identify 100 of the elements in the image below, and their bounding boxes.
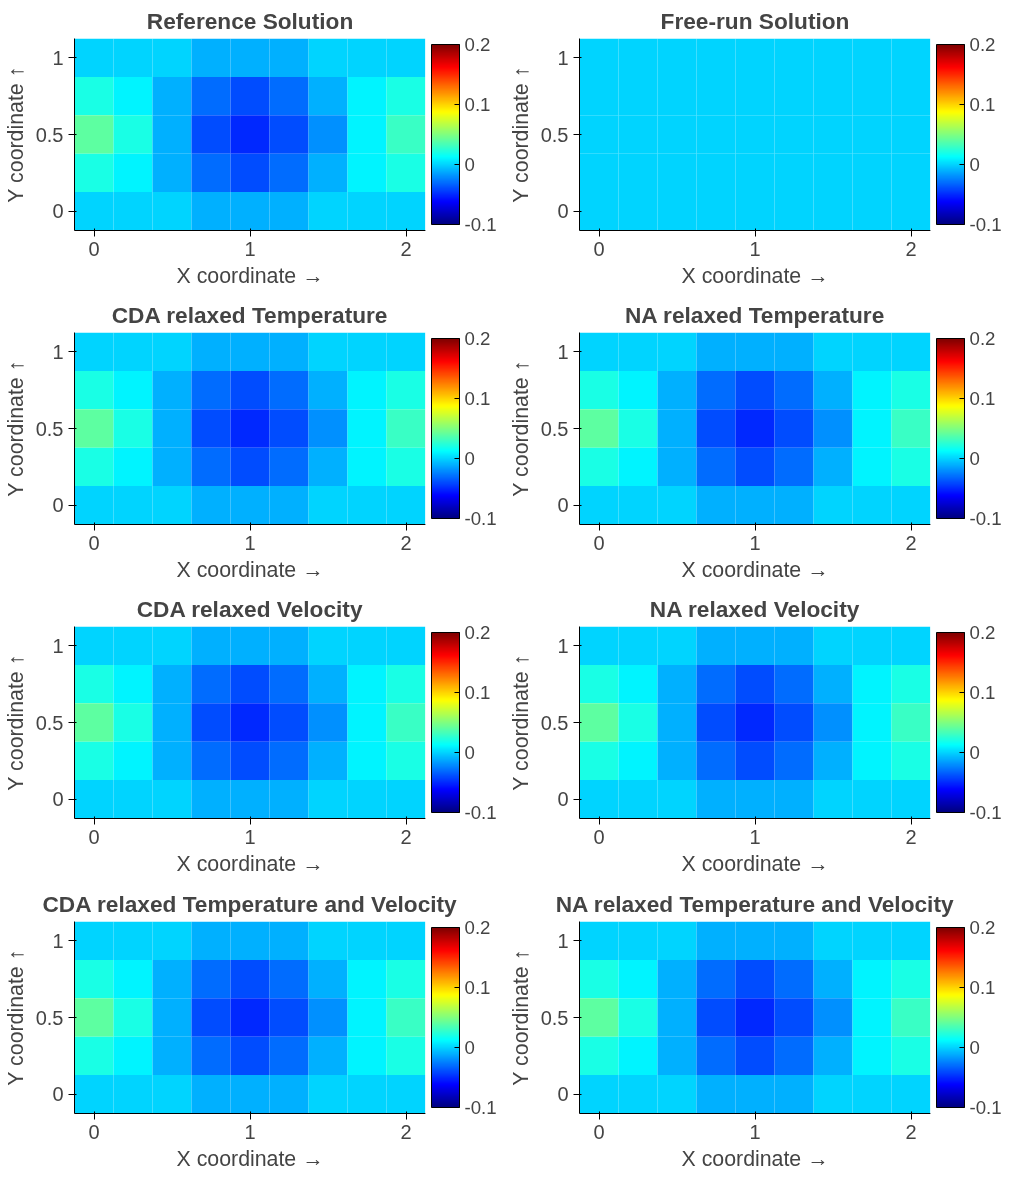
x-axis-title: X coordinate → [176, 1146, 324, 1171]
color-bar-label: 0.2 [464, 328, 491, 350]
y-tick-label: 1 [52, 46, 64, 69]
chart-title: NA relaxed Temperature [624, 301, 885, 328]
y-tick-label: 0 [52, 788, 64, 811]
y-axis-title: Y coordinate ↑ [3, 360, 28, 497]
y-tick-label: 1 [52, 635, 64, 658]
color-bar-label: 0 [969, 1036, 980, 1058]
x-tick-label: 2 [905, 237, 917, 260]
chart-title: Reference Solution [146, 7, 354, 34]
color-bar-label: -0.1 [969, 508, 1002, 530]
x-tick-label: 2 [400, 237, 412, 260]
color-bar-label: 0 [969, 448, 980, 470]
x-axis-title: X coordinate → [681, 851, 829, 876]
y-tick-label: 1 [557, 340, 569, 363]
chart-title: Free-run Solution [660, 7, 850, 34]
x-tick-label: 1 [749, 1120, 761, 1143]
chart-title: CDA relaxed Velocity [136, 595, 363, 622]
y-axis-title: Y coordinate ↑ [508, 360, 533, 497]
color-bar-label: -0.1 [464, 508, 497, 530]
color-bar-label: 0.1 [969, 94, 996, 115]
y-tick-label: 1 [557, 635, 569, 658]
y-tick-label: 0.5 [35, 1006, 64, 1029]
y-axis-title: Y coordinate ↑ [3, 66, 28, 203]
x-tick-label: 0 [593, 825, 605, 848]
x-tick-label: 2 [905, 531, 917, 554]
color-bar-label: -0.1 [969, 1096, 1002, 1118]
y-axis-title: Y coordinate ↑ [508, 66, 533, 203]
x-tick-label: 2 [400, 825, 412, 848]
x-tick-label: 0 [88, 237, 100, 260]
y-axis-title: Y coordinate ↑ [508, 655, 533, 792]
x-tick-label: 1 [749, 531, 761, 554]
chart-title: CDA relaxed Temperature [111, 301, 388, 328]
color-bar-label: -0.1 [969, 214, 1002, 235]
x-axis-title: X coordinate → [176, 557, 324, 582]
y-axis-title: Y coordinate ↑ [3, 949, 28, 1086]
y-tick-label: 0 [52, 1082, 64, 1105]
color-bar-label: 0.2 [464, 34, 491, 55]
color-bar-label: 0.2 [969, 916, 996, 938]
y-tick-label: 0 [52, 200, 64, 223]
y-tick-label: 0.5 [540, 417, 569, 440]
chart-title: NA relaxed Velocity [649, 595, 860, 622]
color-bar-label: 0 [464, 448, 475, 470]
y-tick-label: 0.5 [35, 711, 64, 734]
y-tick-label: 0.5 [540, 1006, 569, 1029]
color-bar-label: 0.1 [969, 976, 996, 998]
x-tick-label: 1 [749, 237, 761, 260]
x-axis-title: X coordinate → [176, 263, 324, 288]
x-tick-label: 2 [905, 1120, 917, 1143]
x-tick-label: 2 [400, 1120, 412, 1143]
color-bar-label: -0.1 [464, 1096, 497, 1118]
color-bar-label: 0.2 [969, 34, 996, 55]
x-tick-label: 1 [244, 1120, 256, 1143]
y-tick-label: 1 [557, 929, 569, 952]
x-tick-label: 0 [593, 1120, 605, 1143]
x-axis-title: X coordinate → [681, 263, 829, 288]
x-tick-label: 0 [88, 531, 100, 554]
y-tick-label: 0.5 [540, 123, 569, 146]
y-axis-title: Y coordinate ↑ [3, 655, 28, 792]
color-bar-label: 0 [969, 742, 980, 764]
x-axis-title: X coordinate → [681, 1146, 829, 1171]
chart-title: NA relaxed Temperature and Velocity [555, 890, 954, 917]
y-tick-label: 0.5 [35, 417, 64, 440]
chart-title: CDA relaxed Temperature and Velocity [42, 890, 458, 917]
x-tick-label: 1 [244, 237, 256, 260]
color-bar-label: -0.1 [464, 802, 497, 824]
y-tick-label: 0.5 [35, 123, 64, 146]
x-tick-label: 2 [400, 531, 412, 554]
color-bar-label: 0 [464, 154, 475, 175]
x-axis-title: X coordinate → [176, 851, 324, 876]
color-bar-label: 0.1 [969, 682, 996, 704]
x-tick-label: 0 [593, 237, 605, 260]
color-bar-label: 0.2 [464, 916, 491, 938]
color-bar-label: 0.1 [464, 682, 491, 704]
y-tick-label: 0 [557, 788, 569, 811]
x-tick-label: 0 [88, 1120, 100, 1143]
color-bar-label: -0.1 [464, 214, 497, 235]
color-bar-label: 0.1 [464, 976, 491, 998]
y-tick-label: 1 [557, 46, 569, 69]
x-tick-label: 0 [593, 531, 605, 554]
color-bar-label: 0.1 [464, 388, 491, 410]
y-tick-label: 0 [557, 1082, 569, 1105]
y-tick-label: 0 [557, 200, 569, 223]
y-tick-label: 0 [52, 494, 64, 517]
x-tick-label: 2 [905, 825, 917, 848]
color-bar-label: 0.1 [969, 388, 996, 410]
color-bar-label: 0 [969, 154, 980, 175]
y-tick-label: 0 [557, 494, 569, 517]
x-tick-label: 1 [749, 825, 761, 848]
color-bar-label: 0.2 [969, 328, 996, 350]
color-bar-label: 0 [464, 1036, 475, 1058]
color-bar-label: 0.1 [464, 94, 491, 115]
x-tick-label: 1 [244, 825, 256, 848]
color-bar-label: -0.1 [969, 802, 1002, 824]
x-tick-label: 0 [88, 825, 100, 848]
y-tick-label: 0.5 [540, 711, 569, 734]
color-bar-label: 0.2 [969, 622, 996, 644]
y-tick-label: 1 [52, 929, 64, 952]
x-axis-title: X coordinate → [681, 557, 829, 582]
color-bar-label: 0.2 [464, 622, 491, 644]
